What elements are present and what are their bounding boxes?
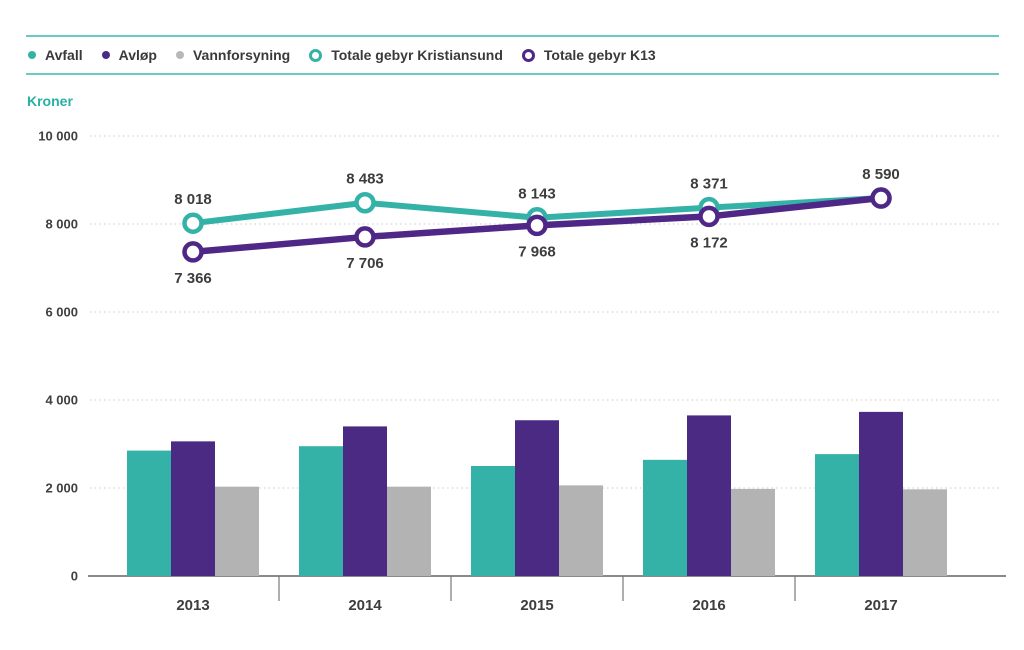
- legend-item-totale-gebyr-kristiansund[interactable]: Totale gebyr Kristiansund: [309, 47, 503, 63]
- bar-avl-p-2016: [687, 415, 731, 576]
- bar-avl-p-2013: [171, 441, 215, 576]
- x-tick-label: 2014: [348, 597, 382, 614]
- bar-vannforsyning-2013: [215, 486, 259, 576]
- data-label-totale-gebyr-k13-2016: 8 172: [690, 234, 728, 251]
- bar-vannforsyning-2014: [387, 486, 431, 576]
- kristiansund-ring-icon: [309, 48, 323, 62]
- legend-item-avfall[interactable]: Avfall: [28, 47, 83, 63]
- marker-totale-gebyr-k13-2015: [526, 214, 548, 237]
- marker-totale-gebyr-kristiansund-2014: [354, 191, 376, 214]
- bar-avfall-2016: [643, 459, 687, 576]
- legend-label-totale-gebyr-kristiansund: Totale gebyr Kristiansund: [331, 47, 503, 63]
- k13-ring-icon: [521, 48, 535, 62]
- x-tick-label: 2017: [864, 597, 897, 614]
- legend-item-avlop[interactable]: Avløp: [101, 47, 157, 63]
- y-tick-label: 0: [71, 569, 78, 584]
- bar-avl-p-2014: [343, 426, 387, 576]
- bar-avfall-2017: [815, 454, 859, 576]
- legend-item-totale-gebyr-k13[interactable]: Totale gebyr K13: [521, 47, 656, 63]
- legend-label-totale-gebyr-k13: Totale gebyr K13: [543, 47, 656, 63]
- x-tick-label: 2013: [176, 597, 209, 614]
- avfall-dot-icon: [28, 51, 36, 59]
- marker-totale-gebyr-k13-2014: [354, 226, 376, 248]
- top-divider-rule: [26, 35, 999, 37]
- marker-totale-gebyr-kristiansund-2013: [182, 212, 204, 234]
- bar-avfall-2013: [127, 450, 171, 576]
- data-label-totale-gebyr-kristiansund-2016: 8 371: [690, 176, 728, 193]
- x-tick-label: 2016: [692, 597, 725, 614]
- y-tick-label: 2 000: [45, 481, 78, 496]
- y-axis-unit-label: Kroner: [27, 93, 73, 109]
- y-tick-label: 6 000: [45, 305, 78, 320]
- bar-vannforsyning-2017: [903, 489, 947, 576]
- data-label-totale-gebyr-k13-2013: 7 366: [174, 270, 212, 287]
- data-label-totale-gebyr-kristiansund-2013: 8 018: [174, 191, 212, 208]
- data-label-totale-gebyr-kristiansund-2017: 8 590: [862, 166, 900, 183]
- data-label-totale-gebyr-kristiansund-2014: 8 483: [346, 171, 384, 188]
- vannforsyning-dot-icon: [175, 51, 184, 59]
- y-tick-label: 10 000: [38, 129, 78, 144]
- legend-item-vannforsyning[interactable]: Vannforsyning: [175, 47, 291, 63]
- marker-totale-gebyr-k13-2013: [182, 241, 204, 263]
- legend-label-avfall: Avfall: [45, 47, 83, 63]
- legend-label-vannforsyning: Vannforsyning: [192, 47, 291, 63]
- legend-bottom-rule: [26, 73, 999, 75]
- marker-totale-gebyr-k13-2017: [870, 187, 892, 209]
- bar-vannforsyning-2016: [731, 488, 775, 576]
- bar-avl-p-2015: [515, 420, 559, 576]
- bar-avl-p-2017: [859, 411, 903, 576]
- bar-avfall-2015: [471, 466, 515, 576]
- legend-label-avlop: Avløp: [118, 47, 157, 63]
- bar-vannforsyning-2015: [559, 485, 603, 576]
- y-tick-label: 8 000: [45, 217, 78, 232]
- data-label-totale-gebyr-kristiansund-2015: 8 143: [518, 186, 556, 203]
- chart-legend: Avfall Avløp Vannforsyning Totale gebyr …: [28, 45, 656, 65]
- marker-totale-gebyr-k13-2016: [698, 205, 720, 228]
- data-label-totale-gebyr-k13-2015: 7 968: [518, 243, 556, 260]
- avlop-dot-icon: [101, 51, 110, 59]
- y-tick-label: 4 000: [45, 393, 78, 408]
- data-label-totale-gebyr-k13-2014: 7 706: [346, 255, 384, 272]
- x-tick-label: 2015: [520, 597, 553, 614]
- bar-avfall-2014: [299, 446, 343, 576]
